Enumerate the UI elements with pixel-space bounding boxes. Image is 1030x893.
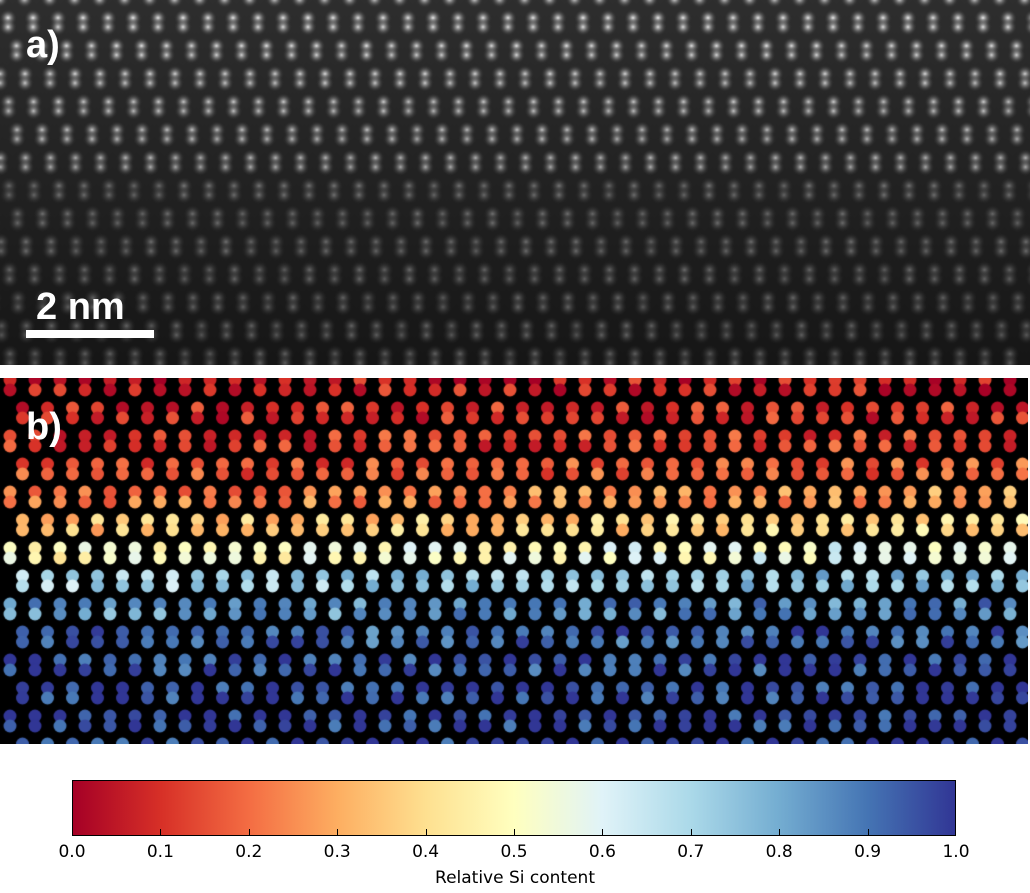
colorbar-tick — [867, 829, 869, 835]
colorbar-tick-label: 0.7 — [677, 842, 705, 862]
colorbar-tick-label: 0.3 — [323, 842, 351, 862]
colorbar-tick-label: 0.9 — [854, 842, 882, 862]
colorbar-tick — [690, 829, 692, 835]
colorbar-tick — [425, 829, 427, 835]
panel-b-label: b) — [26, 406, 62, 448]
colorbar-tick-label: 0.1 — [146, 842, 174, 862]
si-content-map — [0, 378, 1028, 744]
colorbar-gradient — [72, 780, 956, 836]
stem-image-panel: a) 2 nm — [0, 0, 1030, 365]
stem-image — [0, 0, 1030, 365]
colorbar-tick-label: 1.0 — [942, 842, 970, 862]
panel-a-label: a) — [26, 24, 60, 66]
colorbar — [72, 780, 956, 836]
colorbar-tick — [779, 829, 781, 835]
colorbar-axis-label: Relative Si content — [435, 868, 595, 888]
scale-bar — [26, 330, 154, 338]
colorbar-tick — [514, 829, 515, 835]
si-content-map-panel: b) — [0, 378, 1028, 744]
colorbar-tick-label: 0.6 — [588, 842, 616, 862]
colorbar-tick — [160, 829, 162, 835]
colorbar-tick — [248, 829, 250, 835]
colorbar-tick-label: 0.2 — [235, 842, 263, 862]
colorbar-tick-label: 0.4 — [412, 842, 440, 862]
colorbar-tick — [602, 829, 604, 835]
scale-bar-label: 2 nm — [36, 286, 125, 328]
colorbar-tick-label: 0.0 — [58, 842, 86, 862]
colorbar-tick-label: 0.8 — [765, 842, 793, 862]
colorbar-tick — [337, 829, 339, 835]
colorbar-tick-label: 0.5 — [500, 842, 528, 862]
